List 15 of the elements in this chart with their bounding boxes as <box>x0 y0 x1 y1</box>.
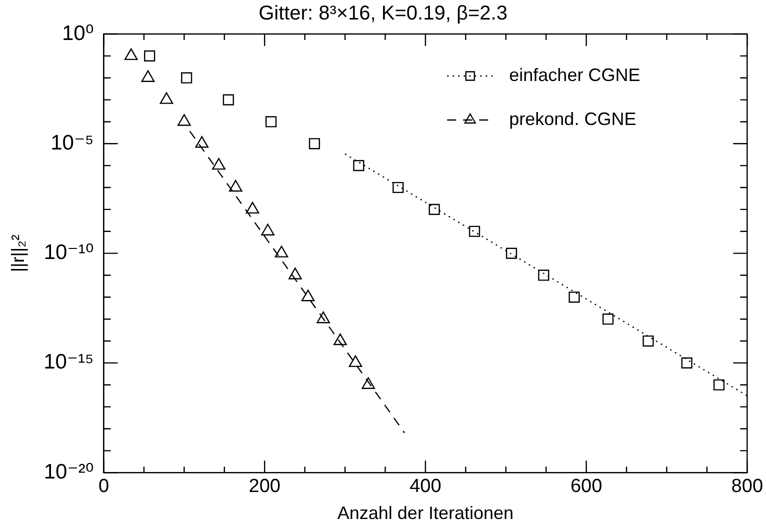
chart-title: Gitter: 8³×16, K=0.19, β=2.3 <box>258 2 508 25</box>
y-axis-title: ||r||₂² <box>8 234 28 272</box>
legend-label: prekond. CGNE <box>509 108 636 129</box>
x-tick-label: 600 <box>570 476 602 498</box>
x-tick-label: 0 <box>98 476 110 498</box>
y-tick-label: 10⁻¹⁰ <box>44 241 94 264</box>
y-tick-label: 10⁰ <box>62 22 94 45</box>
x-axis-title: Anzahl der Iterationen <box>337 503 514 524</box>
legend-label: einfacher CGNE <box>509 64 640 85</box>
x-tick-label: 200 <box>248 476 280 498</box>
y-tick-label: 10⁻⁵ <box>50 131 94 154</box>
y-tick-label: 10⁻²⁰ <box>44 460 94 484</box>
x-tick-label: 400 <box>410 476 442 498</box>
x-tick-label: 800 <box>731 476 763 498</box>
y-tick-label: 10⁻¹⁵ <box>44 350 94 374</box>
